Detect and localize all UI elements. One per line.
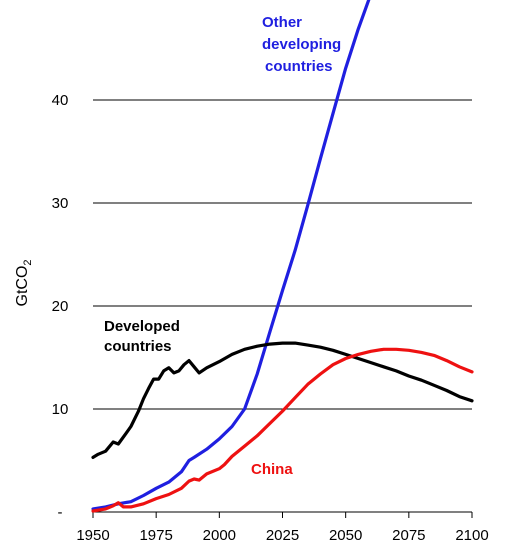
series-label-developed-countries: Developed countries	[104, 318, 180, 355]
y-tick-label: -	[58, 504, 63, 521]
y-tick-label: 20	[52, 298, 69, 315]
x-tick-label: 2075	[392, 527, 425, 544]
series-line-developed-countries	[91, 341, 474, 459]
x-tick-label: 2050	[329, 527, 362, 544]
series-labels: Other developing countries Developed countri…	[104, 14, 341, 478]
x-tick-label: 1975	[139, 527, 172, 544]
series-label-china: China	[251, 461, 293, 478]
x-tick-label: 1950	[76, 527, 109, 544]
y-tick-label: 30	[52, 195, 69, 212]
series-lines	[91, 0, 474, 513]
y-tick-label: 40	[52, 92, 69, 109]
y-tick-label: 10	[52, 401, 69, 418]
x-tick-label: 2025	[266, 527, 299, 544]
series-line-other-developing-countries	[91, 0, 371, 511]
series-line-china	[91, 347, 474, 513]
series-label-other-developing-countries: Other developing countries	[262, 14, 341, 75]
y-axis-title: GtCO2	[14, 259, 34, 306]
axes: 1950 1975 2000 2025 2050 2075 2100 - 10 20 30 40 GtC…	[14, 92, 489, 544]
gridlines	[93, 99, 472, 410]
x-tick-label: 2100	[455, 527, 488, 544]
x-tick-label: 2000	[203, 527, 236, 544]
